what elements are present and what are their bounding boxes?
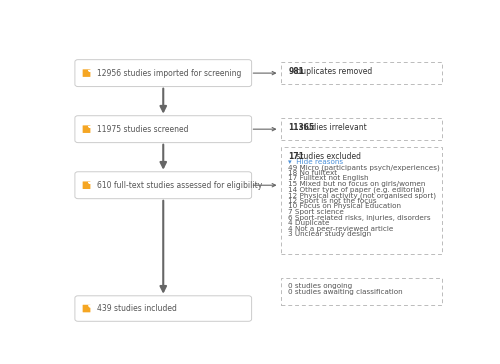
FancyBboxPatch shape	[82, 125, 90, 133]
Bar	[282, 62, 442, 84]
Text: 0 studies ongoing: 0 studies ongoing	[288, 284, 352, 289]
Text: 12 Physical activity (not organised sport): 12 Physical activity (not organised spor…	[288, 192, 436, 199]
FancyBboxPatch shape	[82, 305, 90, 312]
Text: 610 full-text studies assessed for eligibility: 610 full-text studies assessed for eligi…	[96, 181, 262, 190]
Text: 14 Other type of paper (e.g. editorial): 14 Other type of paper (e.g. editorial)	[288, 187, 425, 193]
Text: 11975 studies screened: 11975 studies screened	[96, 124, 188, 134]
FancyBboxPatch shape	[82, 69, 90, 77]
Text: 3 Unclear study design: 3 Unclear study design	[288, 232, 372, 237]
Text: 18 No fulltext: 18 No fulltext	[288, 170, 338, 176]
Text: 171: 171	[288, 153, 304, 161]
Text: 7 Sport science: 7 Sport science	[288, 209, 344, 215]
Text: 439 studies included: 439 studies included	[96, 304, 176, 313]
Text: 981: 981	[288, 67, 304, 76]
Text: studies irrelevant: studies irrelevant	[298, 123, 367, 132]
Text: duplicates removed: duplicates removed	[294, 67, 372, 76]
Text: studies excluded: studies excluded	[294, 153, 361, 161]
Polygon shape	[88, 70, 90, 71]
Text: ▾  Hide reasons: ▾ Hide reasons	[288, 159, 344, 165]
Bar	[282, 147, 442, 254]
FancyBboxPatch shape	[75, 296, 252, 321]
Text: 17 Fulltext not English: 17 Fulltext not English	[288, 175, 369, 181]
FancyBboxPatch shape	[75, 60, 252, 87]
Polygon shape	[88, 305, 90, 307]
FancyBboxPatch shape	[82, 181, 90, 189]
Bar	[282, 278, 442, 305]
Text: 6 Sport-related risks, injuries, disorders: 6 Sport-related risks, injuries, disorde…	[288, 215, 431, 221]
Text: 49 Micro (participants psych/experiences): 49 Micro (participants psych/experiences…	[288, 164, 440, 171]
FancyBboxPatch shape	[75, 172, 252, 199]
Text: 12956 studies imported for screening: 12956 studies imported for screening	[96, 68, 241, 78]
Text: 10 Focus on Physical Education: 10 Focus on Physical Education	[288, 203, 402, 209]
Text: 15 Mixed but no focus on girls/women: 15 Mixed but no focus on girls/women	[288, 181, 426, 187]
Text: 0 studies awaiting classification: 0 studies awaiting classification	[288, 289, 403, 295]
Text: 4 Duplicate: 4 Duplicate	[288, 220, 330, 226]
Text: 4 Not a peer-reviewed article: 4 Not a peer-reviewed article	[288, 226, 394, 232]
Text: 11365: 11365	[288, 123, 314, 132]
Text: 12 Sport is not the focus: 12 Sport is not the focus	[288, 198, 377, 204]
FancyBboxPatch shape	[75, 116, 252, 143]
Bar	[282, 118, 442, 141]
Polygon shape	[88, 182, 90, 183]
Polygon shape	[88, 126, 90, 127]
